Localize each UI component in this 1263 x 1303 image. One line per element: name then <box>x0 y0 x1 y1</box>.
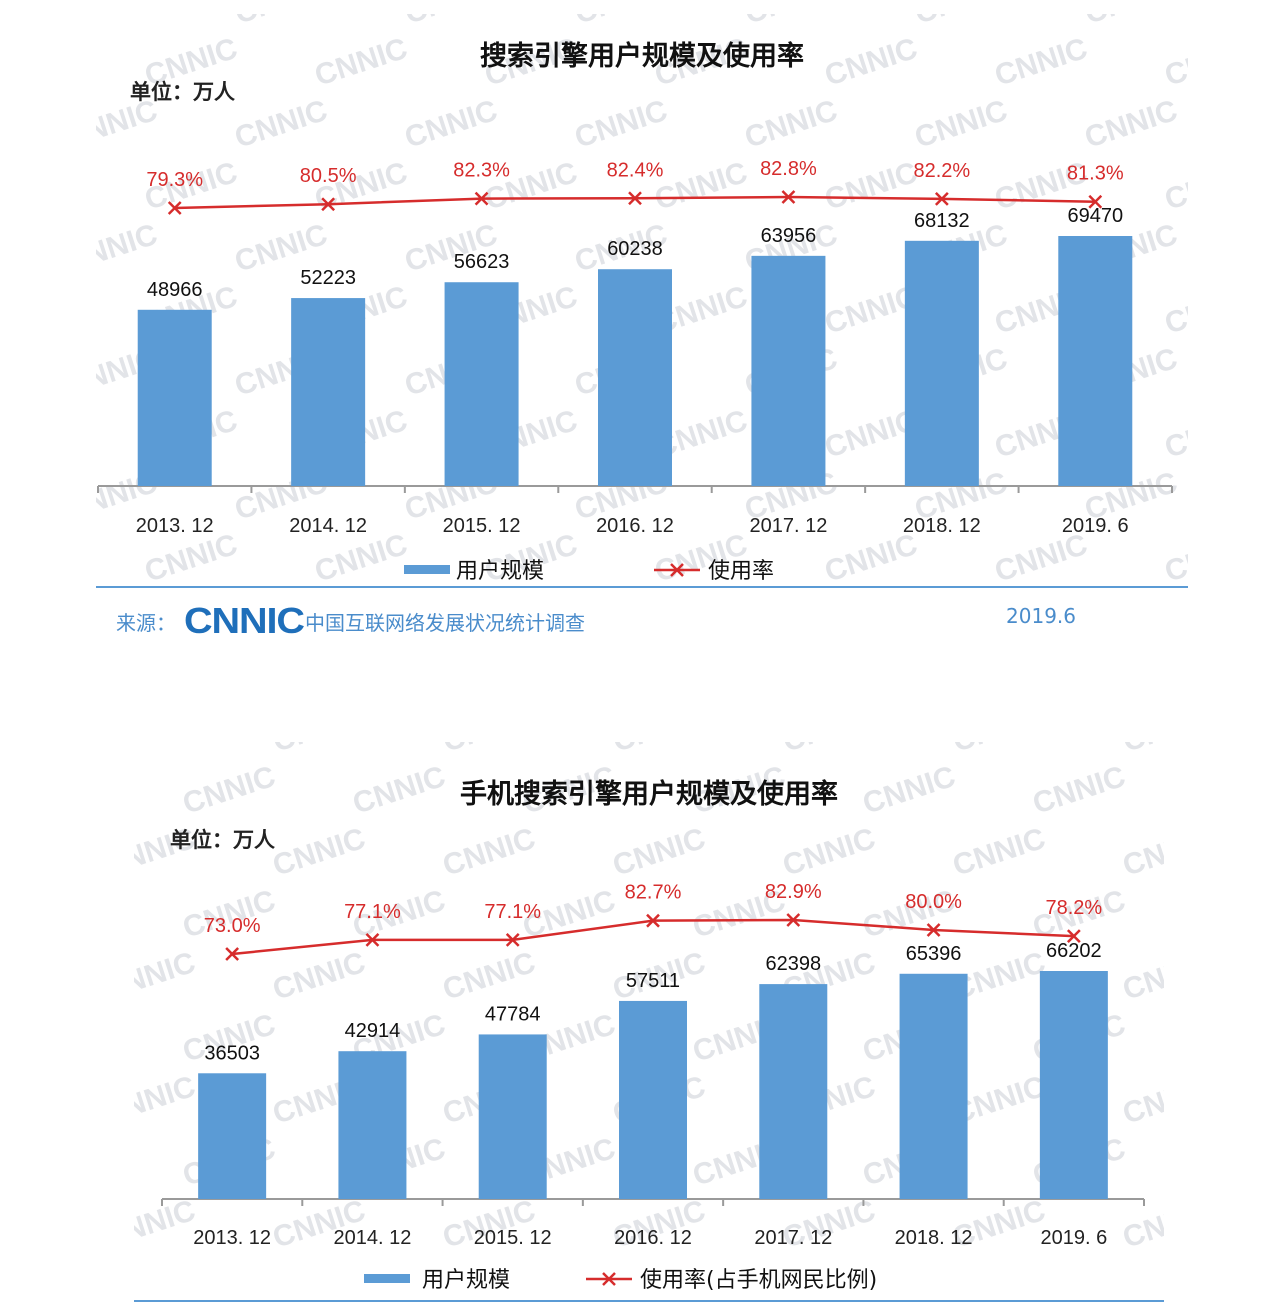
bar <box>338 1051 407 1199</box>
unit-label: 单位：万人 <box>170 828 275 852</box>
category-label: 2016. 12 <box>596 515 674 537</box>
report-date: 2019.6 <box>1006 604 1076 628</box>
usage-rate-marker <box>474 191 489 206</box>
source-label: 来源： <box>116 610 176 635</box>
legend-label: 用户规模 <box>456 559 544 584</box>
bar-value-label: 65396 <box>906 943 962 965</box>
usage-rate-label: 82.2% <box>913 160 970 182</box>
source-attribution: 来源： CNNIC 中国互联网络发展状况统计调查 <box>116 600 585 642</box>
bar <box>759 984 828 1199</box>
bar-value-label: 56623 <box>454 251 510 273</box>
bar-value-label: 48966 <box>147 279 203 301</box>
bar-value-label: 57511 <box>626 970 680 992</box>
legend-marker <box>670 563 684 577</box>
category-label: 2013. 12 <box>136 515 214 537</box>
bar-value-label: 42914 <box>345 1020 401 1042</box>
usage-rate-label: 82.9% <box>765 881 822 903</box>
usage-rate-label: 73.0% <box>204 915 261 937</box>
chart-title: 搜索引擎用户规模及使用率 <box>480 41 804 72</box>
category-label: 2015. 12 <box>474 1227 552 1249</box>
bar-value-label: 60238 <box>607 238 663 260</box>
usage-rate-marker <box>628 191 642 206</box>
bar <box>899 973 968 1199</box>
usage-rate-label: 82.4% <box>607 159 664 181</box>
usage-rate-label: 77.1% <box>484 901 541 923</box>
bar-value-label: 36503 <box>204 1042 260 1064</box>
category-label: 2019. 6 <box>1062 515 1129 537</box>
unit-label: 单位：万人 <box>130 80 235 104</box>
legend-label: 使用率(占手机网民比例) <box>640 1268 877 1293</box>
bar-value-label: 63956 <box>761 225 817 247</box>
bar-value-label: 62398 <box>765 953 821 975</box>
usage-rate-label: 82.7% <box>625 882 682 904</box>
footer-divider <box>96 586 1188 588</box>
bar-value-label: 69470 <box>1067 205 1123 227</box>
category-label: 2013. 12 <box>193 1227 271 1249</box>
legend-bar-swatch <box>364 1274 410 1283</box>
bar <box>904 240 979 486</box>
category-label: 2017. 12 <box>754 1227 832 1249</box>
usage-rate-marker <box>926 923 941 937</box>
category-label: 2014. 12 <box>289 515 367 537</box>
usage-rate-label: 80.0% <box>905 891 962 913</box>
bar <box>291 298 366 486</box>
usage-rate-label: 77.1% <box>344 901 401 923</box>
usage-rate-marker <box>225 947 240 961</box>
usage-rate-label: 79.3% <box>146 169 203 191</box>
chart-panel-mobile-search-engine: CNNIC CNNIC CNNIC CNNIC CNNIC CNNIC CNNIC CNNIC… <box>134 742 1164 1303</box>
bar-value-label: 52223 <box>300 267 356 289</box>
bar <box>198 1073 267 1199</box>
legend-marker <box>602 1272 616 1286</box>
footer-divider <box>134 1300 1164 1302</box>
legend-label: 用户规模 <box>422 1268 510 1293</box>
usage-rate-label: 78.2% <box>1045 897 1102 919</box>
chart-plot-area: 36503 42914 47784 57511 62398 65396 66202 2013.… <box>161 881 1145 1293</box>
bar <box>1058 236 1133 486</box>
bar <box>1039 971 1108 1199</box>
bar <box>619 1000 687 1199</box>
category-label: 2016. 12 <box>614 1227 692 1249</box>
usage-rate-marker <box>781 190 796 204</box>
cnnic-logo: CNNIC <box>184 600 305 641</box>
usage-rate-marker <box>1066 929 1081 944</box>
category-label: 2014. 12 <box>333 1227 411 1249</box>
category-label: 2018. 12 <box>895 1227 973 1249</box>
bar <box>598 269 672 486</box>
usage-rate-marker <box>321 197 336 212</box>
chart-panel-search-engine: CNNIC CNNIC CNNIC CNNIC CNNIC CNNIC CNNIC CNNIC… <box>96 14 1188 642</box>
bar-value-label: 68132 <box>914 210 970 232</box>
usage-rate-label: 81.3% <box>1067 163 1124 185</box>
category-label: 2019. 6 <box>1040 1227 1107 1249</box>
usage-rate-marker <box>167 201 182 215</box>
usage-rate-marker <box>1088 194 1103 209</box>
chart-title: 手机搜索引擎用户规模及使用率 <box>460 779 838 810</box>
category-label: 2018. 12 <box>903 515 981 537</box>
bar <box>751 255 826 486</box>
bar-value-label: 66202 <box>1046 940 1102 962</box>
category-label: 2015. 12 <box>443 515 521 537</box>
usage-rate-label: 82.3% <box>453 160 510 182</box>
bar <box>137 309 212 486</box>
legend-label: 使用率 <box>708 559 774 584</box>
bar <box>478 1034 547 1199</box>
usage-rate-marker <box>786 913 801 927</box>
usage-rate-label: 80.5% <box>300 165 357 187</box>
bar <box>444 282 519 486</box>
usage-rate-marker <box>646 913 660 928</box>
bar-value-label: 47784 <box>485 1003 541 1025</box>
usage-rate-marker <box>365 933 380 947</box>
usage-rate-label: 82.8% <box>760 158 817 180</box>
source-name: 中国互联网络发展状况统计调查 <box>305 610 585 635</box>
chart-plot-area: 48966 52223 56623 60238 63956 68132 69470 2013.… <box>97 158 1173 584</box>
category-label: 2017. 12 <box>749 515 827 537</box>
usage-rate-marker <box>934 192 949 206</box>
legend-bar-swatch <box>404 565 450 574</box>
usage-rate-marker <box>505 933 520 947</box>
